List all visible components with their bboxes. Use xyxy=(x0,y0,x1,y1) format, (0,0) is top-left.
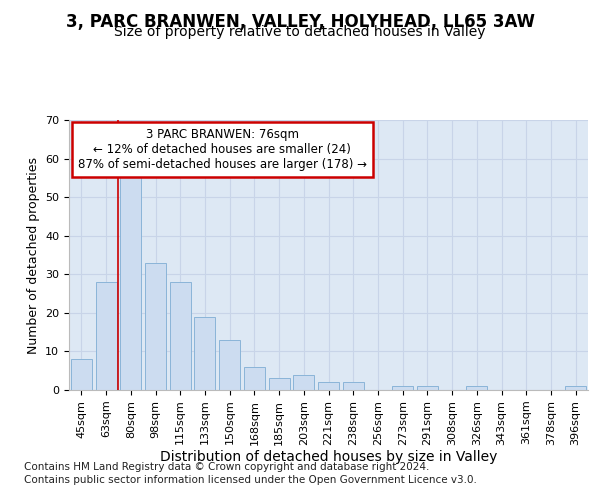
Bar xyxy=(194,316,215,390)
Bar xyxy=(293,374,314,390)
Y-axis label: Number of detached properties: Number of detached properties xyxy=(26,156,40,354)
Bar xyxy=(466,386,487,390)
Bar xyxy=(417,386,438,390)
Bar xyxy=(120,170,141,390)
Text: 3, PARC BRANWEN, VALLEY, HOLYHEAD, LL65 3AW: 3, PARC BRANWEN, VALLEY, HOLYHEAD, LL65 … xyxy=(65,12,535,30)
Bar xyxy=(565,386,586,390)
Bar xyxy=(170,282,191,390)
Bar xyxy=(95,282,116,390)
X-axis label: Distribution of detached houses by size in Valley: Distribution of detached houses by size … xyxy=(160,450,497,464)
Bar xyxy=(392,386,413,390)
Bar xyxy=(343,382,364,390)
Bar xyxy=(318,382,339,390)
Bar xyxy=(219,340,240,390)
Text: Size of property relative to detached houses in Valley: Size of property relative to detached ho… xyxy=(114,25,486,39)
Bar xyxy=(145,262,166,390)
Bar xyxy=(244,367,265,390)
Text: 3 PARC BRANWEN: 76sqm
← 12% of detached houses are smaller (24)
87% of semi-deta: 3 PARC BRANWEN: 76sqm ← 12% of detached … xyxy=(77,128,367,171)
Bar xyxy=(269,378,290,390)
Text: Contains public sector information licensed under the Open Government Licence v3: Contains public sector information licen… xyxy=(24,475,477,485)
Bar xyxy=(71,359,92,390)
Text: Contains HM Land Registry data © Crown copyright and database right 2024.: Contains HM Land Registry data © Crown c… xyxy=(24,462,430,472)
